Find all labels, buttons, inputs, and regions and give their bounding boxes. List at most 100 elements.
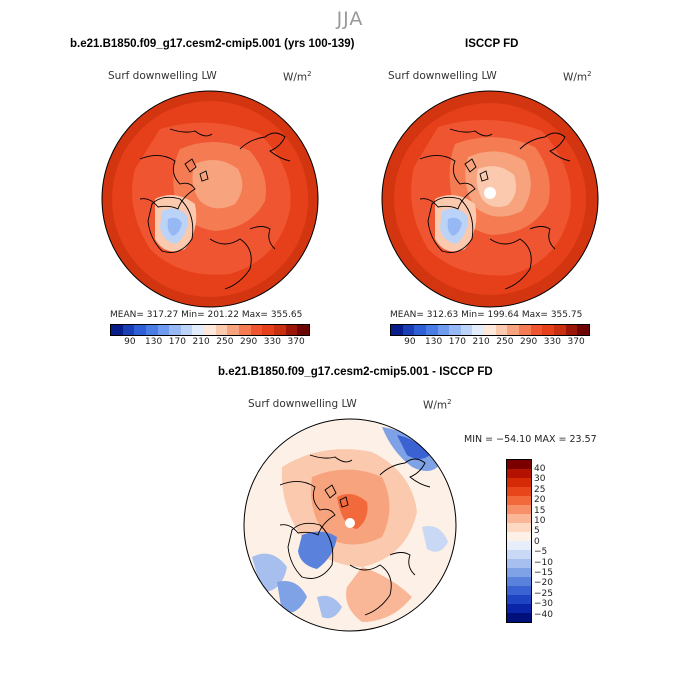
colorbar-tick: 330 — [263, 337, 281, 347]
colorbar-swatch — [460, 325, 473, 335]
greenland-coldest — [447, 217, 462, 236]
coastline — [519, 132, 571, 162]
coastline — [279, 481, 336, 536]
colorbar-tick: 170 — [448, 337, 466, 347]
colorbar-tick: 0 — [534, 536, 540, 547]
colorbar-tick: 130 — [145, 337, 163, 347]
colorbar-tick: 130 — [425, 337, 443, 347]
colorbar-swatch — [472, 325, 485, 335]
panel-1-colorbar — [110, 324, 310, 336]
diff-polar-map — [243, 418, 457, 632]
colorbar-swatch — [553, 325, 566, 335]
coastline — [449, 128, 493, 137]
colorbar-tick: 5 — [534, 526, 540, 537]
colorbar-swatch — [507, 559, 531, 568]
polar-data-gap — [345, 518, 355, 528]
cold-bias-east — [422, 526, 448, 552]
colorbar-swatch — [507, 550, 531, 559]
panel-1-title: b.e21.B1850.f09_g17.cesm2-cmip5.001 (yrs… — [70, 38, 355, 50]
colorbar-swatch — [507, 487, 531, 496]
colorbar-swatch — [507, 478, 531, 487]
colorbar-swatch — [134, 325, 146, 335]
colorbar-tick: 290 — [240, 337, 258, 347]
colorbar-swatch — [169, 325, 181, 335]
coastline — [209, 238, 252, 290]
panel-2-colorbar-ticks: 90 130 170 210 250 290 330 370 — [398, 337, 588, 347]
colorbar-swatch — [192, 325, 205, 335]
colorbar-swatch — [507, 460, 531, 469]
colorbar-tick: −10 — [534, 557, 553, 568]
colorbar-swatch — [507, 568, 531, 577]
colorbar-swatch — [391, 325, 403, 335]
colorbar-tick: −40 — [534, 609, 553, 620]
colorbar-swatch — [519, 325, 531, 335]
colorbar-tick: 170 — [168, 337, 186, 347]
colorbar-swatch — [530, 325, 543, 335]
colorbar-swatch — [180, 325, 193, 335]
colorbar-swatch — [425, 325, 438, 335]
greenland-coldest — [167, 217, 182, 236]
colorbar-tick: 15 — [534, 505, 546, 516]
colorbar-tick: −15 — [534, 568, 553, 579]
polar-data-gap — [484, 187, 496, 199]
panel-1-variable-label: Surf downwelling LW — [108, 70, 217, 82]
colorbar-swatch — [507, 514, 531, 523]
colorbar-swatch — [507, 577, 531, 586]
colorbar-swatch — [507, 586, 531, 595]
panel-2-variable-label: Surf downwelling LW — [388, 70, 497, 82]
colorbar-swatch — [507, 604, 531, 613]
colorbar-swatch — [402, 325, 415, 335]
colorbar-tick: −20 — [534, 578, 553, 589]
diff-panel-title: b.e21.B1850.f09_g17.cesm2-cmip5.001 - IS… — [218, 366, 493, 378]
colorbar-swatch — [507, 532, 531, 541]
colorbar-tick: 30 — [534, 474, 546, 485]
cold-bias-greenland — [298, 531, 337, 569]
colorbar-tick: 10 — [534, 516, 546, 527]
colorbar-tick: 210 — [472, 337, 490, 347]
colorbar-swatch — [157, 325, 170, 335]
coastline — [464, 158, 489, 182]
colorbar-tick: 20 — [534, 495, 546, 506]
diff-units: W/m2 — [423, 398, 452, 412]
coastline — [309, 454, 353, 463]
coastline — [529, 226, 556, 250]
diff-variable-label: Surf downwelling LW — [248, 398, 357, 410]
coastline — [249, 226, 276, 250]
warm-bias-peak — [337, 493, 368, 529]
colorbar-swatch — [507, 469, 531, 478]
coastline — [184, 158, 209, 182]
panel-2-colorbar — [390, 324, 590, 336]
colorbar-swatch — [227, 325, 240, 335]
colorbar-tick: −5 — [534, 547, 548, 558]
colorbar-swatch — [507, 505, 531, 514]
colorbar-swatch — [414, 325, 426, 335]
colorbar-swatch — [145, 325, 158, 335]
colorbar-swatch — [215, 325, 228, 335]
colorbar-swatch — [507, 325, 520, 335]
coastline — [239, 132, 291, 162]
colorbar-tick: 90 — [404, 337, 416, 347]
colorbar-tick: −25 — [534, 588, 553, 599]
colorbar-swatch — [111, 325, 123, 335]
coastline — [169, 128, 213, 137]
panel-2-title: ISCCP FD — [465, 38, 519, 50]
map-boundary — [101, 90, 319, 308]
panel-2-stats: MEAN= 312.63 Min= 199.64 Max= 355.75 — [390, 310, 583, 320]
cold-bias-sw — [277, 581, 307, 613]
warm-bias-south — [346, 567, 412, 622]
panel-2-units: W/m2 — [563, 70, 592, 84]
map-boundary — [243, 418, 457, 632]
diff-colorbar — [506, 459, 532, 623]
map-boundary — [381, 90, 599, 308]
coastline — [489, 238, 532, 290]
colorbar-swatch — [565, 325, 578, 335]
coastline — [324, 484, 349, 508]
colorbar-swatch — [542, 325, 554, 335]
colorbar-swatch — [273, 325, 286, 335]
colorbar-tick: 210 — [192, 337, 210, 347]
colorbar-swatch — [297, 325, 309, 335]
page-title: JJA — [336, 8, 364, 30]
panel-1-stats: MEAN= 317.27 Min= 201.22 Max= 355.65 — [110, 310, 303, 320]
coastline — [427, 196, 474, 253]
colorbar-swatch — [507, 613, 531, 622]
